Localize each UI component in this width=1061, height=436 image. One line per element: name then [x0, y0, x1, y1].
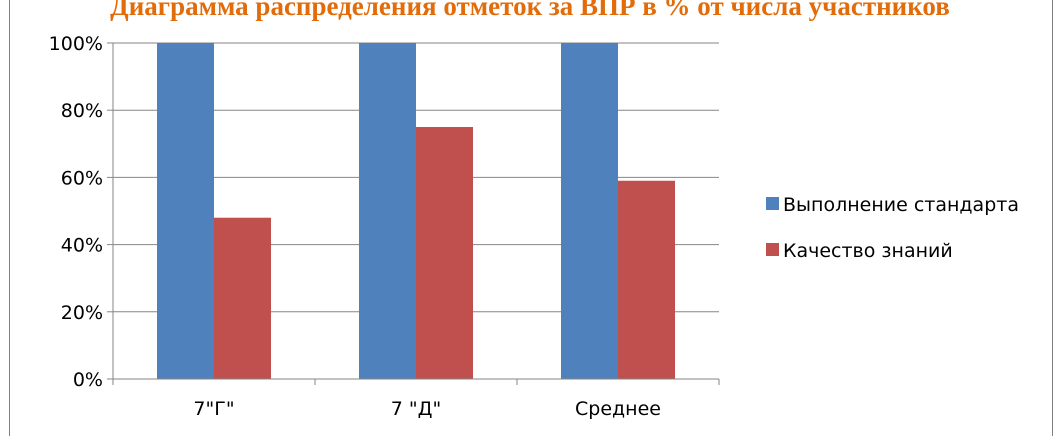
legend-swatch-2	[766, 243, 779, 256]
bar-1-2	[359, 43, 416, 379]
bar-1-3	[561, 43, 618, 379]
chart-frame	[9, 0, 1053, 436]
legend-label-2: Качество знаний	[783, 240, 953, 262]
bars	[157, 43, 675, 379]
y-tick-label: 60%	[61, 167, 103, 189]
y-tick-label: 40%	[61, 235, 103, 257]
legend: Выполнение стандарта Качество знаний	[766, 194, 1019, 262]
axes: 0% 20% 40% 60% 80% 100% 7"Г" 7 "Д" Среднее	[49, 33, 720, 420]
bar-2-1	[214, 217, 271, 379]
y-tick-label: 20%	[61, 302, 103, 324]
bar-2-3	[618, 180, 675, 379]
x-tick-label: 7"Г"	[193, 398, 234, 420]
y-tick-label: 80%	[61, 100, 103, 122]
bar-1-1	[157, 43, 214, 379]
x-tick-label: 7 "Д"	[391, 398, 441, 420]
y-tick-label: 0%	[73, 369, 103, 391]
chart-title: Диаграмма распределения отметок за ВПР в…	[110, 0, 950, 21]
legend-label-1: Выполнение стандарта	[783, 194, 1019, 216]
x-tick-label: Среднее	[575, 398, 661, 420]
bar-2-2	[416, 127, 473, 379]
legend-swatch-1	[766, 197, 779, 210]
y-tick-label: 100%	[49, 33, 103, 55]
